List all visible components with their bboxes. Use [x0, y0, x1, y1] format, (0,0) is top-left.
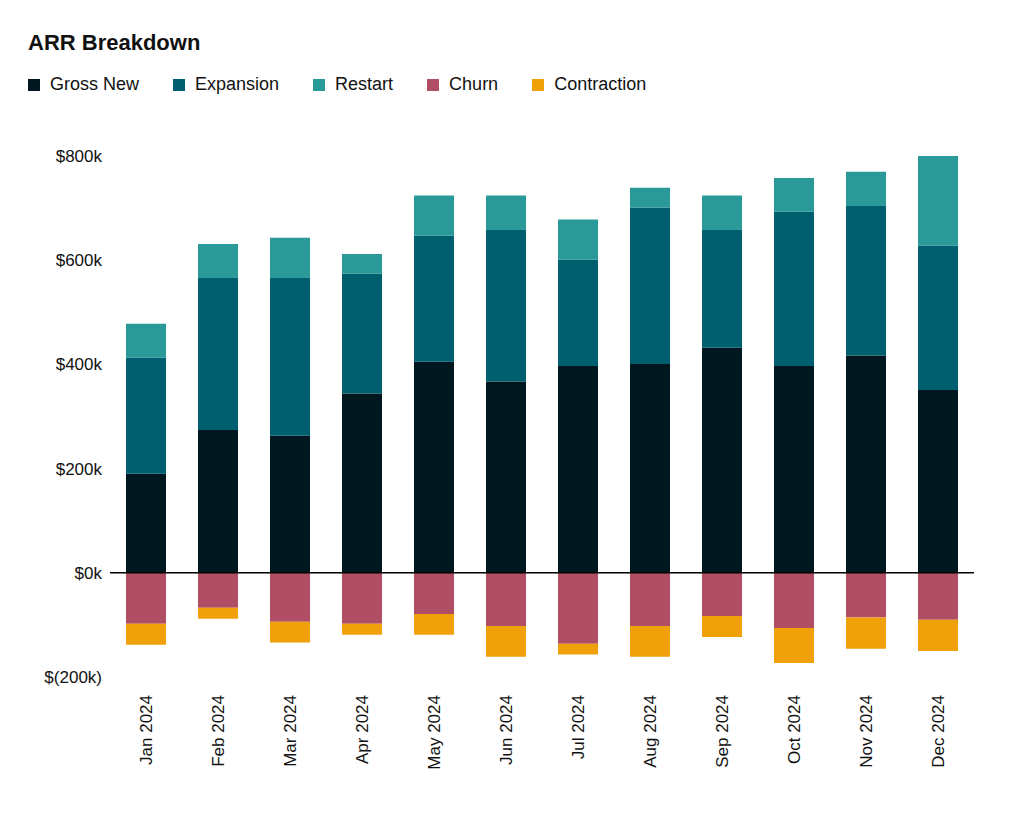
svg-text:Oct 2024: Oct 2024	[785, 695, 804, 764]
html-text:Gross New: Gross New	[50, 74, 139, 94]
svg-text:$800k: $800k	[56, 147, 103, 166]
svg-text:May 2024: May 2024	[425, 695, 444, 770]
svg-text:Aug 2024: Aug 2024	[641, 695, 660, 768]
svg-text:$0k: $0k	[75, 564, 103, 583]
svg-text:Nov 2024: Nov 2024	[857, 695, 876, 768]
svg-text:$400k: $400k	[56, 355, 103, 374]
svg-text:Apr 2024: Apr 2024	[353, 695, 372, 764]
svg-text:Feb 2024: Feb 2024	[209, 695, 228, 767]
svg-text:$600k: $600k	[56, 251, 103, 270]
html-text:Restart: Restart	[335, 74, 394, 94]
html-text:Contraction: Contraction	[554, 74, 647, 94]
html-text:ARR Breakdown: ARR Breakdown	[28, 30, 201, 55]
svg-text:$200k: $200k	[56, 460, 103, 479]
html-text:Expansion: Expansion	[195, 74, 280, 94]
svg-text:Sep 2024: Sep 2024	[713, 695, 732, 768]
svg-text:Mar 2024: Mar 2024	[281, 695, 300, 767]
svg-text:Dec 2024: Dec 2024	[929, 695, 948, 768]
svg-text:$(200k): $(200k)	[44, 668, 102, 687]
html-text:Churn: Churn	[449, 74, 499, 94]
svg-text:Jul 2024: Jul 2024	[569, 695, 588, 759]
svg-text:Jan 2024: Jan 2024	[137, 695, 156, 765]
svg-text:Jun 2024: Jun 2024	[497, 695, 516, 765]
